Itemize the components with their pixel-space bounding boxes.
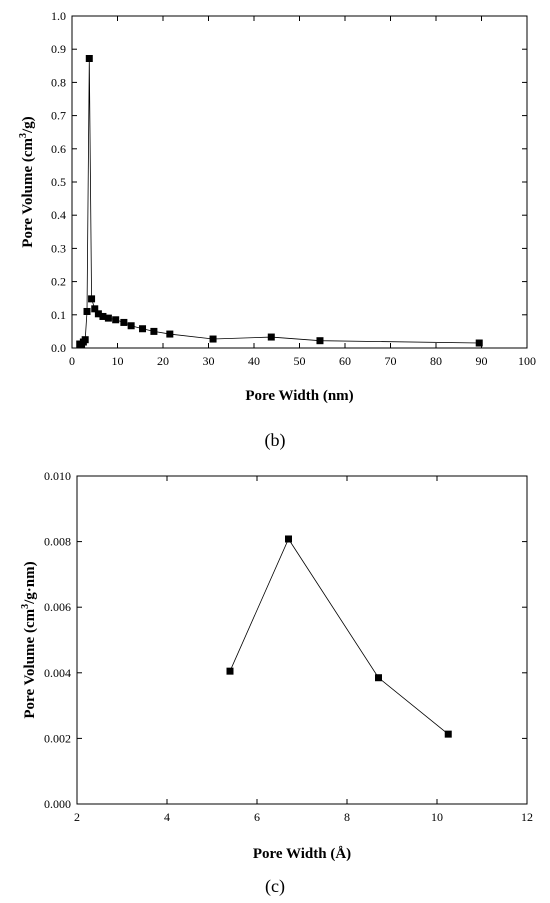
y-axis-title-sup: 3 [20,604,31,609]
panel-label: (c) [265,876,285,897]
y-tick-label: 0.008 [44,535,71,549]
panel-label: (b) [265,430,286,451]
data-point [81,336,89,344]
x-tick-label: 6 [254,810,260,824]
series-line [79,58,480,346]
y-tick-label: 0.004 [44,666,71,680]
plot-frame [76,475,528,805]
x-tick-label: 60 [339,354,351,368]
y-tick-label: 0.7 [51,109,66,123]
data-point [88,295,96,303]
data-point [166,330,174,338]
data-point [94,310,102,318]
y-axis-title-main: Pore Volume (cm [22,608,38,718]
x-tick-label: 12 [521,810,533,824]
y-tick-label: 0.8 [51,75,66,89]
y-tick-label: 0.3 [51,241,66,255]
data-point [267,333,275,341]
y-axis-title-sup: 3 [18,133,29,138]
chart-panel-b: 0 10 20 30 40 50 60 70 80 90 100 0.00.10.20.30.40.… [18,9,536,451]
x-tick-label: 10 [112,354,124,368]
y-tick-label: 0.006 [44,600,71,614]
y-axis-title-main: Pore Volume (cm [20,137,36,247]
y-axis-ticks: 0.000 0.002 0.004 0.006 0.008 0.010 [44,469,527,811]
series-line [229,538,449,735]
data-point [112,316,120,324]
series-points [226,535,452,738]
series-points [76,54,483,349]
data-point [99,312,107,320]
data-point [475,339,483,347]
data-point [375,674,382,682]
x-tick-label: 8 [344,810,350,824]
x-tick-label: 2 [74,810,80,824]
y-tick-label: 0.002 [44,731,71,745]
y-tick-label: 1.0 [51,9,66,23]
x-tick-label: 40 [248,354,260,368]
x-tick-label: 100 [518,354,536,368]
y-tick-label: 0.0 [51,341,66,355]
x-tick-label: 4 [164,810,170,824]
data-point [226,667,234,675]
y-axis-title-tail: /g) [20,116,36,134]
y-tick-label: 0.4 [51,208,66,222]
x-tick-label: 0 [69,354,75,368]
series-line-group [229,538,449,735]
data-point [120,318,128,326]
x-tick-label: 10 [431,810,443,824]
series-line-group [79,58,480,346]
x-tick-label: 70 [385,354,397,368]
y-axis-ticks: 0.0 0.1 0.2 0.3 0.4 0.5 0.6 0.7 0.8 0.9 1.0 [51,9,527,355]
data-point [83,307,91,315]
chart-panel-c: 2 4 6 8 10 12 0.0000.0020.0040.0060.0080.010 … [20,469,533,897]
x-tick-label: 90 [476,354,488,368]
x-axis-ticks: 2 4 6 8 10 12 [74,476,533,824]
y-tick-label: 0.000 [44,797,71,811]
y-tick-label: 0.2 [51,275,66,289]
data-point [139,325,147,333]
y-tick-label: 0.1 [51,308,66,322]
data-point [91,305,99,313]
x-axis-title: Pore Width (Å) [253,846,351,862]
y-axis-title: Pore Volume (cm3/g) [18,116,36,247]
x-tick-label: 30 [203,354,215,368]
x-axis-title: Pore Width (nm) [245,388,353,404]
y-tick-label: 0.9 [51,42,66,56]
y-tick-label: 0.5 [51,175,66,189]
y-tick-label: 0.010 [44,469,71,483]
data-point [285,535,292,543]
data-point [316,337,324,345]
x-tick-label: 50 [294,354,306,368]
y-axis-title: Pore Volume (cm3/g·nm) [20,561,38,718]
data-point [444,730,452,738]
y-axis-title-tail: /g·nm) [22,561,38,605]
data-point [85,54,93,62]
data-point [150,327,158,335]
data-point [104,314,112,322]
y-tick-label: 0.6 [51,142,66,156]
data-point [127,322,135,330]
x-tick-label: 20 [157,354,169,368]
plot-frame [71,15,528,349]
x-tick-label: 80 [430,354,442,368]
x-axis-ticks: 0 10 20 30 40 50 60 70 80 90 100 [69,16,536,368]
data-point [209,335,217,343]
